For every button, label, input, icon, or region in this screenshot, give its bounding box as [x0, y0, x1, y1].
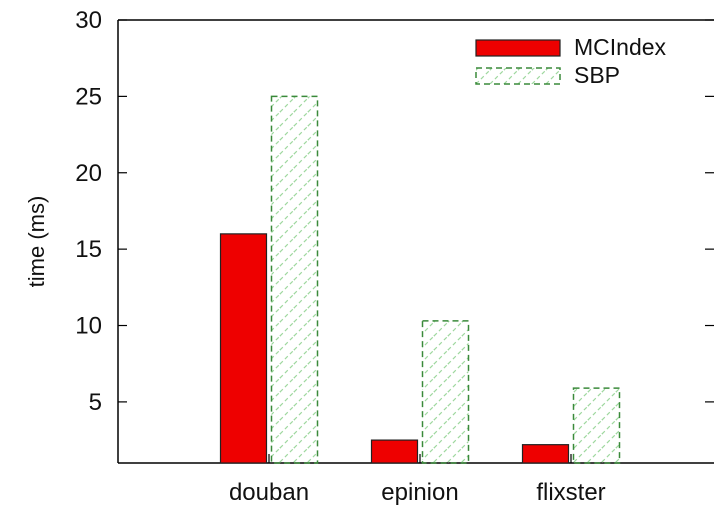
y-tick-label: 30 — [75, 7, 102, 34]
bar-sbp-douban — [270, 95, 319, 464]
bar-mcindex-douban — [219, 233, 268, 464]
x-axis: douban epinion flixster — [229, 454, 606, 506]
bar-sbp-flixster — [572, 387, 621, 464]
y-tick-label: 10 — [75, 313, 102, 340]
bar-sbp-epinion — [421, 320, 470, 464]
bar-mcindex-epinion — [370, 439, 419, 464]
y-tick-label: 20 — [75, 160, 102, 187]
x-tick-label: epinion — [381, 479, 458, 506]
y-axis-title: time (ms) — [24, 196, 49, 288]
bar-mcindex-flixster — [521, 444, 570, 464]
legend-swatch-mcindex — [475, 39, 561, 57]
legend-label-sbp: SBP — [574, 62, 620, 88]
bars-group — [219, 95, 621, 464]
x-tick-label: douban — [229, 479, 309, 506]
y-tick-label: 5 — [89, 389, 102, 416]
y-tick-label: 25 — [75, 83, 102, 110]
x-tick-label: flixster — [536, 479, 605, 506]
legend-label-mcindex: MCIndex — [574, 34, 667, 60]
legend-swatch-sbp — [475, 67, 561, 85]
plot-area — [117, 19, 714, 464]
y-tick-label: 15 — [75, 236, 102, 263]
y-axis: 5 10 15 20 25 30 — [75, 7, 714, 416]
